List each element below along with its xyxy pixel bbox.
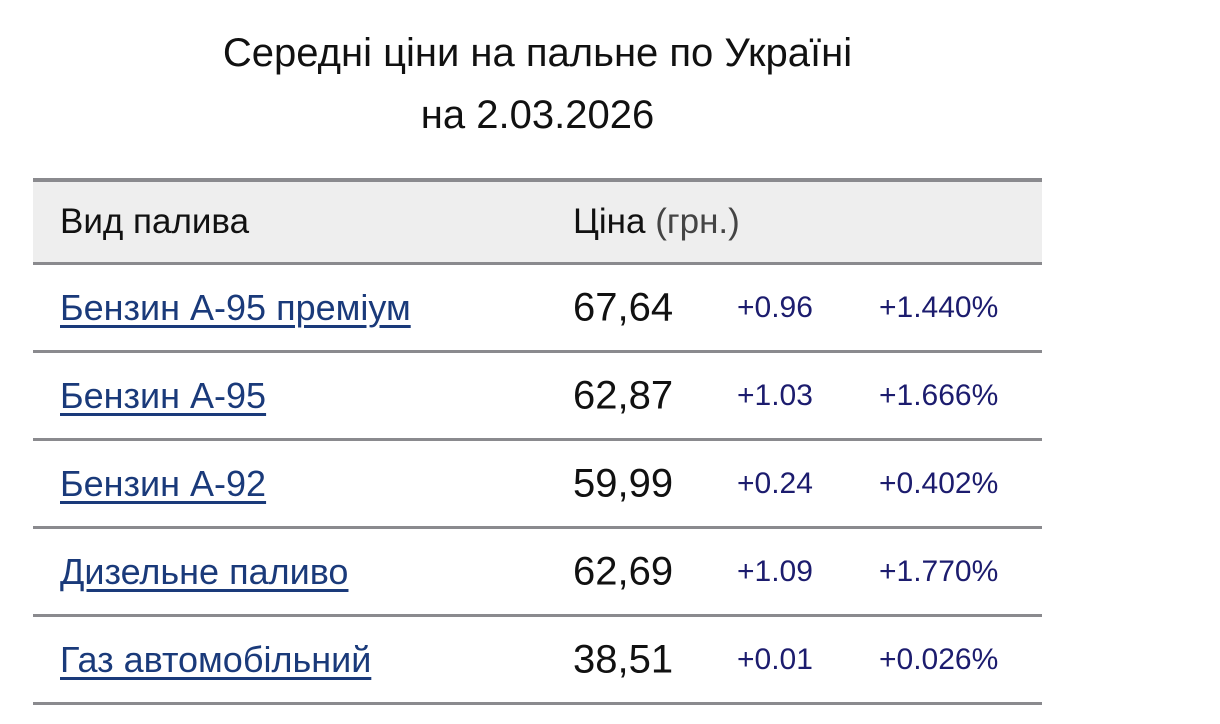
header-price-label: Ціна [573, 202, 646, 241]
price-change: +0.24 [737, 466, 813, 500]
header-price-unit: (грн.) [655, 202, 740, 241]
table-row: Дизельне паливо 62,69 +1.09 +1.770% [33, 529, 1042, 617]
price-change: +0.96 [737, 290, 813, 324]
fuel-link[interactable]: Бензин А-95 [60, 374, 267, 416]
fuel-link[interactable]: Бензин А-92 [60, 462, 267, 504]
table-header: Вид палива Ціна (грн.) [33, 178, 1042, 265]
fuel-link[interactable]: Бензин А-95 преміум [60, 286, 411, 328]
header-fuel-type: Вид палива [60, 202, 250, 241]
price-change-percent: +1.770% [879, 554, 999, 588]
price-change-percent: +1.440% [879, 290, 999, 324]
fuel-link[interactable]: Газ автомобільний [60, 638, 372, 680]
price-change-percent: +0.402% [879, 466, 999, 500]
price-value: 62,69 [573, 549, 674, 593]
price-value: 59,99 [573, 461, 674, 505]
price-value: 62,87 [573, 373, 674, 417]
price-change-percent: +1.666% [879, 378, 999, 412]
page-title: Середні ціни на пальне по Україні на 2.0… [0, 22, 1075, 146]
price-value: 38,51 [573, 637, 674, 681]
table-row: Бензин А-95 62,87 +1.03 +1.666% [33, 353, 1042, 441]
table-row: Газ автомобільний 38,51 +0.01 +0.026% [33, 617, 1042, 705]
price-change: +0.01 [737, 642, 813, 676]
header-price: Ціна (грн.) [573, 202, 740, 242]
price-change: +1.03 [737, 378, 813, 412]
price-value: 67,64 [573, 285, 674, 329]
price-change-percent: +0.026% [879, 642, 999, 676]
title-line-2: на 2.03.2026 [420, 93, 655, 137]
title-line-1: Середні ціни на пальне по Україні [222, 31, 853, 75]
fuel-price-table: Вид палива Ціна (грн.) Бензин А-95 премі… [33, 178, 1042, 705]
table-row: Бензин А-92 59,99 +0.24 +0.402% [33, 441, 1042, 529]
price-change: +1.09 [737, 554, 813, 588]
table-row: Бензин А-95 преміум 67,64 +0.96 +1.440% [33, 265, 1042, 353]
fuel-link[interactable]: Дизельне паливо [60, 550, 349, 592]
